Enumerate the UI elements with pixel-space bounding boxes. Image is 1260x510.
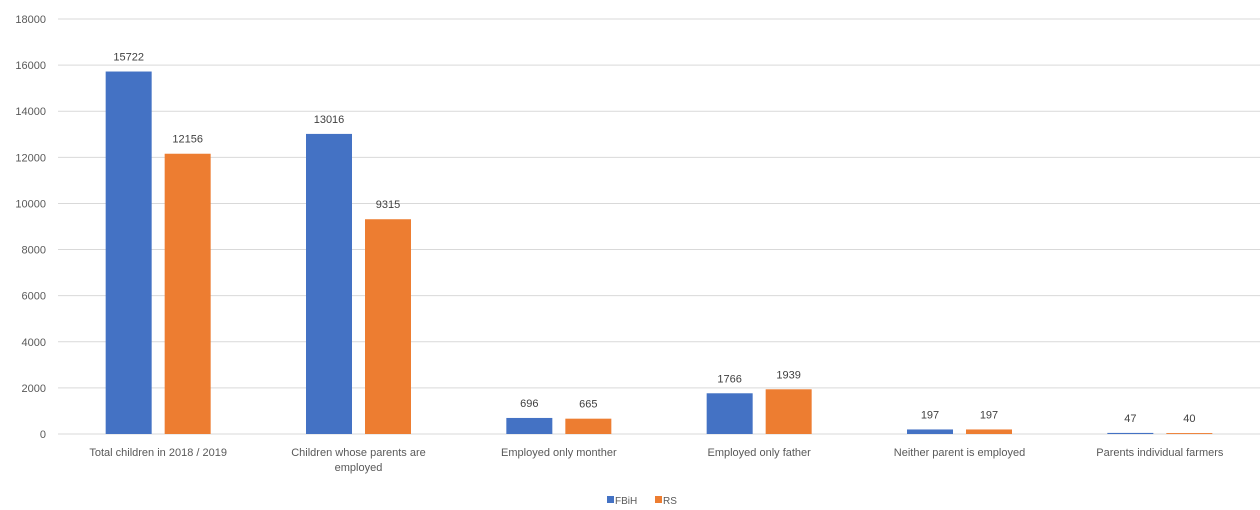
data-label: 696	[520, 398, 538, 410]
y-tick-label: 6000	[22, 291, 46, 303]
data-label: 9315	[376, 199, 400, 211]
y-tick-label: 8000	[22, 245, 46, 257]
category-label: Employed only father	[707, 447, 811, 459]
data-label: 1939	[776, 369, 800, 381]
category-label: Children whose parents are employed	[291, 447, 426, 474]
data-label: 15722	[113, 52, 144, 64]
bar-rs-5	[1166, 433, 1213, 434]
bar-fbih-5	[1107, 432, 1154, 434]
bar-fbih-1	[306, 133, 352, 435]
bar-rs-4	[966, 429, 1012, 434]
data-label: 665	[579, 399, 597, 411]
data-label: 47	[1124, 413, 1136, 425]
bar-fbih-2	[506, 417, 553, 434]
category-label-line: Employed only monther	[501, 447, 617, 459]
category-label: Total children in 2018 / 2019	[89, 447, 227, 459]
bar-fbih-3	[706, 393, 753, 434]
y-tick-label: 0	[40, 429, 46, 441]
legend-swatch-fbih	[607, 496, 614, 503]
data-labels: 15722 12156 13016 9315 696 665 1766 1939 197 197 4…	[113, 52, 1195, 426]
y-tick-label: 14000	[15, 106, 46, 118]
data-label: 197	[980, 409, 998, 421]
category-label-line: Parents individual farmers	[1096, 447, 1224, 459]
gridlines	[58, 18, 1260, 435]
y-tick-label: 12000	[15, 152, 46, 164]
y-tick-label: 10000	[15, 198, 46, 210]
y-tick-label: 2000	[22, 383, 46, 395]
bar-rs-3	[765, 389, 812, 434]
legend-swatch-rs	[655, 496, 662, 503]
bar-fbih-0	[105, 71, 152, 434]
data-label: 12156	[172, 134, 203, 146]
bar-rs-1	[365, 219, 411, 434]
x-axis: Total children in 2018 / 2019 Children wh…	[89, 447, 1224, 474]
category-label: Employed only monther	[501, 447, 617, 459]
bar-rs-0	[164, 153, 211, 434]
legend-label-rs: RS	[663, 496, 677, 507]
y-tick-label: 4000	[22, 337, 46, 349]
category-label-line: Children whose parents are	[291, 447, 426, 459]
category-label-line: Employed only father	[707, 447, 811, 459]
y-tick-label: 16000	[15, 60, 46, 72]
bar-fbih-4	[907, 429, 953, 434]
data-label: 1766	[717, 373, 741, 385]
data-label: 13016	[314, 114, 345, 126]
data-label: 40	[1183, 413, 1195, 425]
y-axis: 0 2000 4000 6000 8000 10000 12000 14000 16000 180…	[15, 14, 46, 441]
y-tick-label: 18000	[15, 14, 46, 26]
legend-label-fbih: FBiH	[615, 496, 637, 507]
category-label-line: employed	[335, 462, 383, 474]
category-label-line: Total children in 2018 / 2019	[89, 447, 227, 459]
category-label-line: Neither parent is employed	[894, 447, 1025, 459]
legend: FBiH RS	[607, 496, 677, 507]
data-label: 197	[921, 409, 939, 421]
category-label: Parents individual farmers	[1096, 447, 1224, 459]
bar-rs-2	[565, 418, 612, 434]
bars	[105, 71, 1213, 435]
category-label: Neither parent is employed	[894, 447, 1025, 459]
